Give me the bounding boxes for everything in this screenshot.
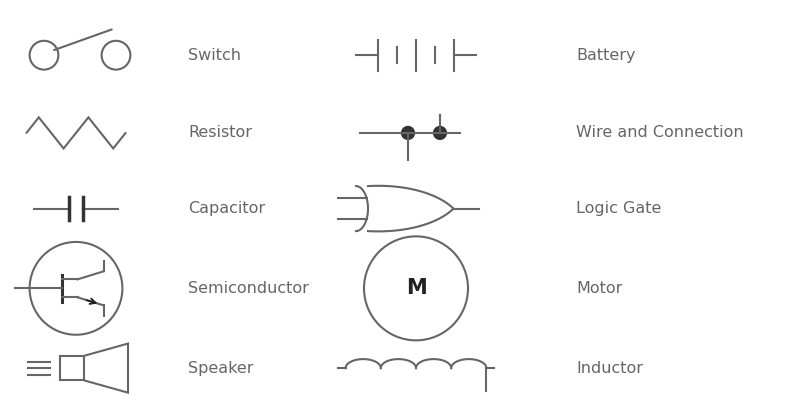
Ellipse shape xyxy=(402,126,414,139)
Text: Resistor: Resistor xyxy=(188,126,252,140)
Text: Speaker: Speaker xyxy=(188,361,254,375)
Text: Switch: Switch xyxy=(188,48,241,63)
Bar xyxy=(60,356,84,380)
Text: M: M xyxy=(406,279,426,298)
Text: Wire and Connection: Wire and Connection xyxy=(576,126,744,140)
Text: Battery: Battery xyxy=(576,48,635,63)
Text: Capacitor: Capacitor xyxy=(188,201,265,216)
Text: Logic Gate: Logic Gate xyxy=(576,201,662,216)
Text: Motor: Motor xyxy=(576,281,622,296)
Text: Inductor: Inductor xyxy=(576,361,643,375)
Text: Semiconductor: Semiconductor xyxy=(188,281,309,296)
Ellipse shape xyxy=(434,126,446,139)
